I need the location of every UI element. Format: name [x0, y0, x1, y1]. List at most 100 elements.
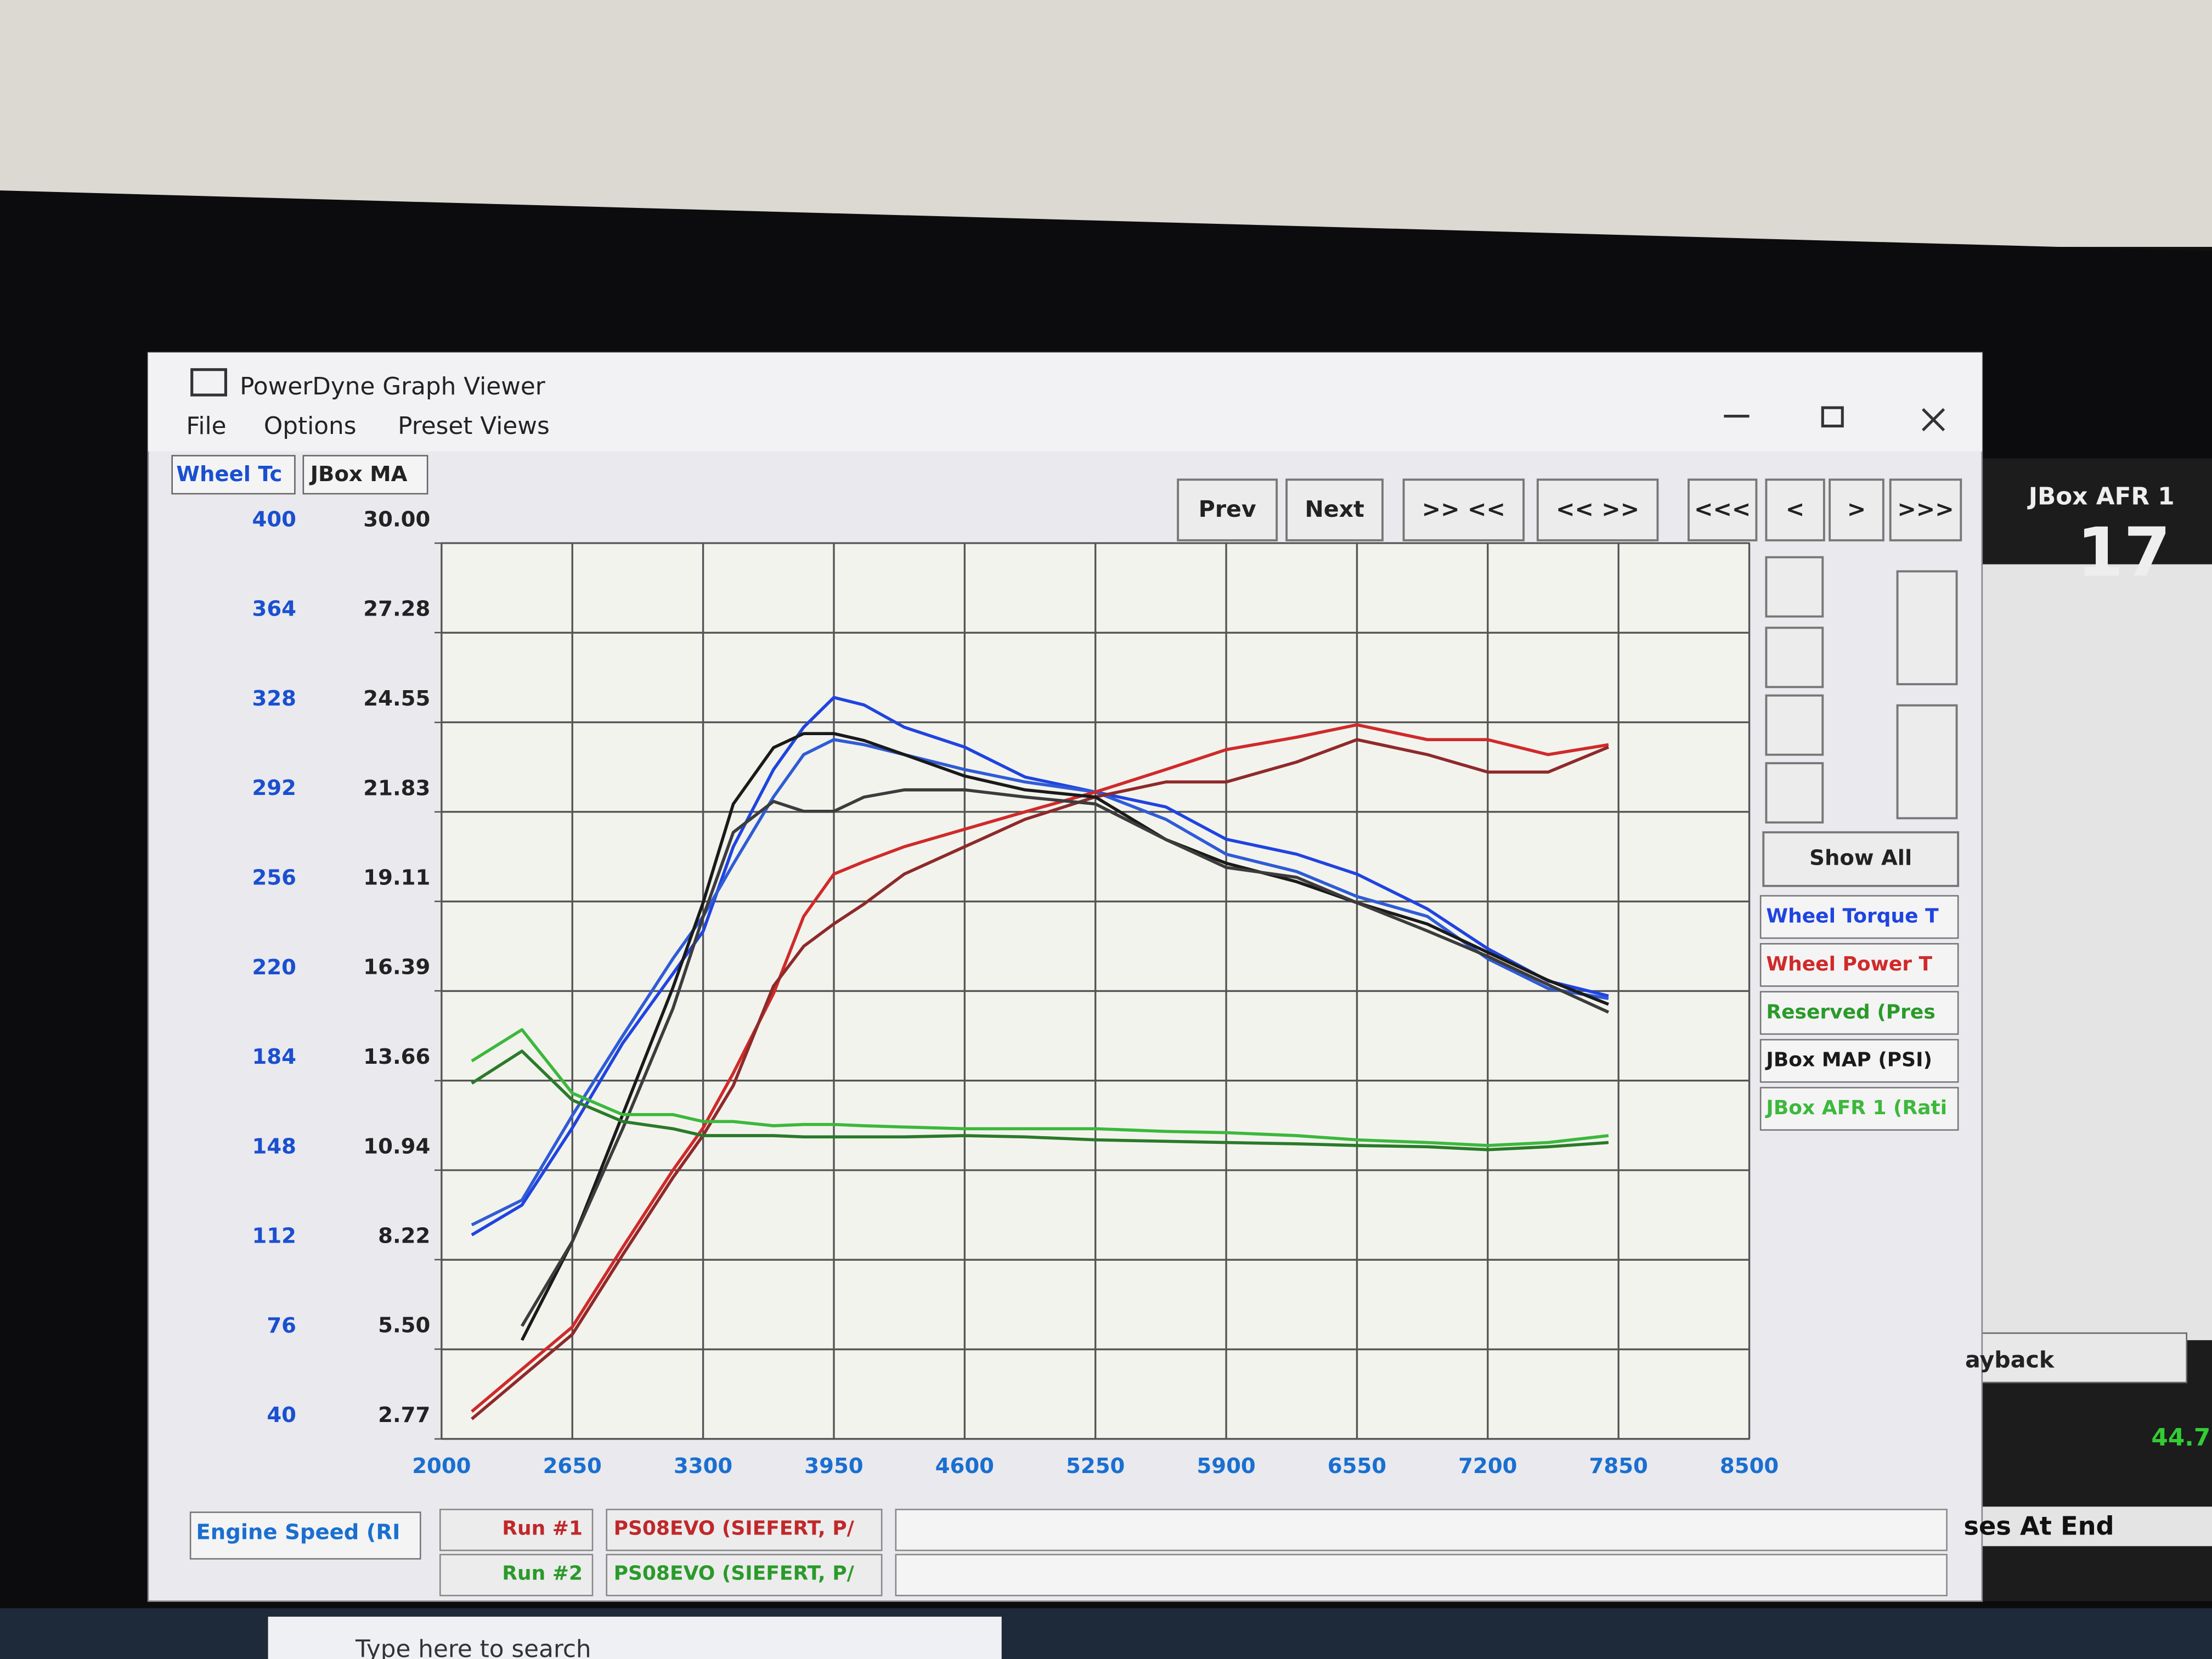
x-tick-label: 3300: [674, 1454, 732, 1479]
legend-label: JBox AFR 1 (Rati: [1764, 1097, 1947, 1119]
legend-item[interactable]: [1759, 991, 1959, 1035]
search-box[interactable]: [268, 1616, 1002, 1659]
toolbar-button[interactable]: [1536, 478, 1659, 541]
window-title: PowerDyne Graph Viewer: [240, 373, 545, 400]
run-box: [439, 1509, 594, 1551]
x-tick-label: 3950: [804, 1454, 863, 1479]
legend-label: Wheel Torque T: [1766, 905, 1939, 927]
run-detail-box: [895, 1509, 1948, 1551]
y2-tick-label: 5.50: [378, 1313, 430, 1338]
y2-tick-label: 2.77: [378, 1403, 430, 1427]
y2-axis-label: JBox MA: [309, 462, 408, 487]
scroll-button[interactable]: [1765, 627, 1824, 689]
toolbar-label: Next: [1305, 496, 1364, 522]
legend-item[interactable]: [1759, 1087, 1959, 1131]
legend-label: Wheel Power T: [1766, 953, 1932, 975]
toolbar-button[interactable]: [1765, 478, 1825, 541]
x-tick-label: 5900: [1197, 1454, 1255, 1479]
y2-tick-label: 30.00: [363, 507, 430, 532]
show-all-label: Show All: [1809, 846, 1912, 871]
legend-item[interactable]: [1759, 895, 1959, 939]
series-line: [471, 738, 1610, 1420]
toolbar-button[interactable]: [1177, 478, 1278, 541]
background-status: [1961, 1506, 2212, 1547]
x-axis-label: Engine Speed (RI: [196, 1520, 400, 1545]
x-tick-label: 2000: [412, 1454, 471, 1479]
bg-title: JBox AFR 1: [2027, 483, 2175, 511]
menu-item[interactable]: File: [186, 412, 226, 440]
scroll-button[interactable]: [1765, 556, 1824, 618]
toolbar-label: >> <<: [1422, 496, 1505, 522]
bg-value: 17: [2076, 513, 2171, 592]
scroll-button[interactable]: [1765, 762, 1824, 824]
series-line: [471, 1049, 1609, 1152]
y-tick-label: 112: [252, 1224, 297, 1249]
run-name-box: [606, 1554, 883, 1596]
run-label: Run #1: [502, 1517, 583, 1539]
run-box: [439, 1554, 594, 1596]
y2-tick-label: 10.94: [363, 1134, 430, 1159]
x-label-box: [189, 1511, 421, 1560]
bg-status: ses At End: [1963, 1511, 2114, 1541]
y2-tick-label: 24.55: [363, 686, 430, 711]
legend-item[interactable]: [1759, 1039, 1959, 1083]
y2-tick-label: 8.22: [378, 1223, 430, 1248]
show-all-button[interactable]: [1762, 831, 1960, 887]
axis-tab[interactable]: [302, 455, 428, 495]
search-text: Type here to search: [355, 1635, 591, 1659]
y-tick-label: 400: [252, 507, 297, 532]
y-tick-label: 148: [252, 1134, 297, 1159]
y-tick-label: 220: [252, 955, 297, 980]
maximize[interactable]: [1821, 406, 1844, 428]
menu-item[interactable]: Preset Views: [398, 412, 550, 440]
run-detail-box: [895, 1554, 1948, 1596]
axis-tab[interactable]: [171, 455, 296, 495]
title-bar: [148, 352, 1982, 452]
bg-reading: 44.7: [2151, 1424, 2210, 1452]
series-line: [471, 723, 1609, 1413]
toolbar-button[interactable]: [1402, 478, 1525, 541]
y-tick-label: 184: [252, 1045, 297, 1069]
y-tick-label: 256: [252, 866, 297, 890]
x-tick-label: 8500: [1720, 1454, 1779, 1479]
toolbar-button[interactable]: [1688, 478, 1758, 541]
y2-tick-label: 13.66: [363, 1045, 430, 1069]
toolbar-button[interactable]: [1285, 478, 1384, 541]
toolbar-label: Prev: [1199, 496, 1256, 522]
run-name: PS08EVO (SIEFERT, P/: [614, 1517, 855, 1539]
zoom-button[interactable]: [1896, 570, 1958, 686]
legend-label: Reserved (Pres: [1766, 1001, 1935, 1023]
menu-item[interactable]: Options: [264, 412, 357, 440]
zoom-button[interactable]: [1896, 704, 1958, 820]
x-tick-label: 7850: [1589, 1454, 1648, 1479]
x-tick-label: 7200: [1458, 1454, 1517, 1479]
y-tick-label: 364: [252, 597, 297, 622]
legend-label: JBox MAP (PSI): [1764, 1049, 1932, 1071]
x-tick-label: 5250: [1066, 1454, 1125, 1479]
y2-tick-label: 19.11: [363, 865, 430, 890]
y-tick-label: 40: [267, 1403, 296, 1427]
series-line: [520, 788, 1610, 1327]
toolbar-button[interactable]: [1829, 478, 1884, 541]
y2-tick-label: 21.83: [363, 776, 430, 800]
series-line: [471, 696, 1609, 1237]
toolbar-label: <<<: [1694, 496, 1751, 522]
scroll-button[interactable]: [1765, 694, 1824, 756]
y-tick-label: 328: [252, 686, 297, 711]
run-name-box: [606, 1509, 883, 1551]
bg-playback: ayback: [1965, 1346, 2055, 1373]
legend-item[interactable]: [1759, 943, 1959, 987]
background-panel: [1982, 564, 2212, 1340]
close[interactable]: [1922, 408, 1945, 432]
x-tick-label: 6550: [1328, 1454, 1386, 1479]
y2-tick-label: 16.39: [363, 955, 430, 979]
toolbar-label: >>>: [1897, 496, 1954, 522]
run-name: PS08EVO (SIEFERT, P/: [614, 1562, 855, 1585]
app-icon: [190, 368, 228, 397]
y2-tick-label: 27.28: [363, 596, 430, 621]
x-tick-label: 2650: [543, 1454, 602, 1479]
y-tick-label: 292: [252, 776, 297, 800]
toolbar-button[interactable]: [1889, 478, 1962, 541]
